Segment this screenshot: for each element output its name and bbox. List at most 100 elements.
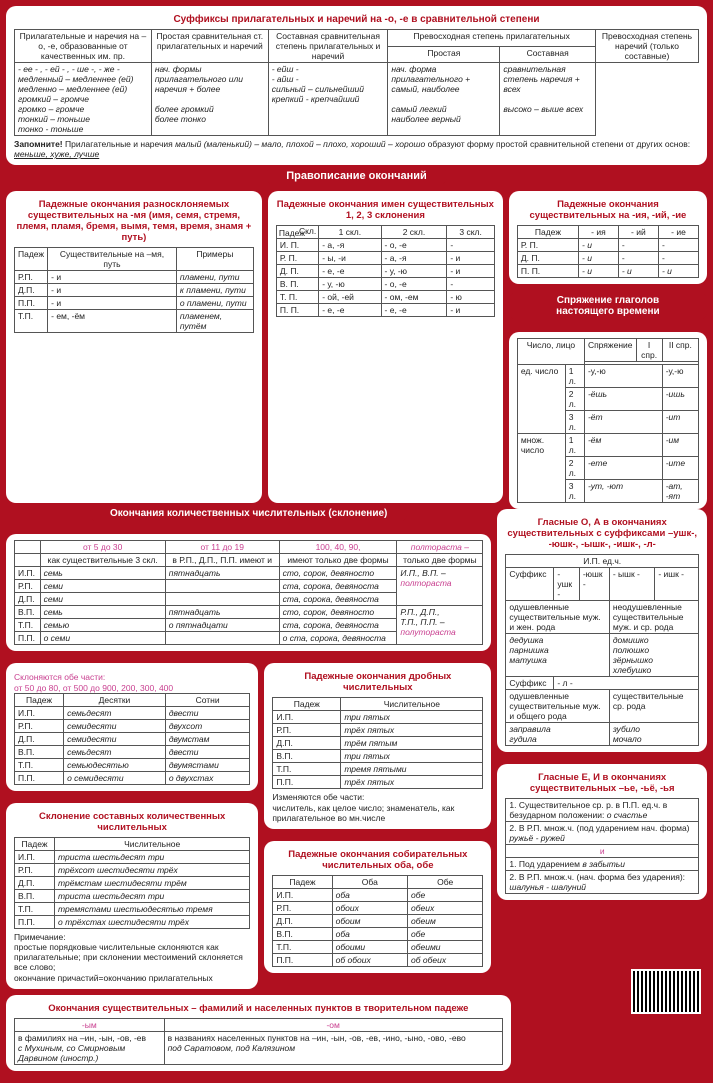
- sp: 2. В Р.П. множ.ч. (нач. форма без ударен…: [509, 872, 685, 882]
- table-num2: ПадежДесяткиСотни И.П.семьдесятдвести Р.…: [14, 693, 250, 785]
- td: семью: [40, 619, 165, 632]
- td: Т.П.: [15, 619, 41, 632]
- td: Т. П.: [276, 291, 318, 304]
- td: [165, 580, 279, 593]
- td: - ом, -ем: [381, 291, 447, 304]
- td: о семидесяти: [64, 771, 166, 784]
- sp: Дарвином (иностр.): [18, 1053, 98, 1063]
- td: Д. П.: [517, 252, 578, 265]
- th: II спр.: [662, 339, 698, 362]
- td: П.П.: [273, 953, 332, 966]
- td: П. П.: [517, 265, 578, 278]
- td: семи: [40, 580, 165, 593]
- td: трёхсот шестидесяти трёх: [55, 863, 250, 876]
- td: - и: [48, 297, 177, 310]
- panel-vei: Гласные Е, И в окончаниях существительны…: [497, 764, 707, 900]
- td: семидесяти: [64, 732, 166, 745]
- th: Сотни: [165, 693, 249, 706]
- td: И.П.: [273, 711, 341, 724]
- td: - е, -е: [319, 304, 381, 317]
- cell: - ейш - - айш - сильный – сильнейший кре…: [268, 63, 388, 136]
- td: трёмстам шестидесяти трём: [55, 876, 250, 889]
- th: -ом: [164, 1018, 502, 1031]
- td: -ёшь: [584, 388, 662, 411]
- sp: в названиях населенных пунктов на –ин, -…: [168, 1033, 466, 1043]
- td: триста шестьдесят три: [55, 850, 250, 863]
- td: -им: [662, 434, 698, 457]
- td: двести: [165, 745, 249, 758]
- td: Т.П.: [15, 758, 64, 771]
- sp: с Мухиным, со Смирновым: [18, 1043, 125, 1053]
- sp: в фамилиях на –ин, -ын, -ов, -ев: [18, 1033, 146, 1043]
- td: - и: [48, 284, 177, 297]
- td: пятнадцать: [165, 567, 279, 580]
- title: Падежные окончания собирательных числите…: [272, 849, 483, 871]
- th: и: [506, 845, 699, 858]
- td: семьдесят: [64, 745, 166, 758]
- td: - у, -ю: [319, 278, 381, 291]
- ribbon-num: Окончания количественных числительных (с…: [90, 505, 407, 522]
- td: П.П.: [273, 776, 341, 789]
- sp: 2. В Р.П. множ.ч. (под ударением нач. фо…: [509, 823, 689, 833]
- panel-fam: Окончания существительных – фамилий и на…: [6, 995, 511, 1071]
- th: 100, 40, 90,: [279, 541, 397, 554]
- td: Т.П.: [273, 763, 341, 776]
- td: обоих: [332, 901, 407, 914]
- th: полтораста –: [397, 541, 483, 554]
- td: -ите: [662, 457, 698, 480]
- td: обеих: [408, 901, 483, 914]
- td: о ста, сорока, девяноста: [279, 632, 397, 645]
- td: [165, 593, 279, 606]
- td: -ишь: [662, 388, 698, 411]
- td: - а, -я: [381, 252, 447, 265]
- th: Числительное: [341, 698, 483, 711]
- td: - о, -е: [381, 239, 447, 252]
- td: 2 л.: [565, 457, 584, 480]
- td: П. П.: [276, 304, 318, 317]
- td: -ете: [584, 457, 662, 480]
- td: П.П.: [15, 632, 41, 645]
- th: имеют только две формы: [279, 554, 397, 567]
- td: трём пятым: [341, 737, 483, 750]
- td: - а, -я: [319, 239, 381, 252]
- td: триста шестьдесят три: [55, 889, 250, 902]
- td: -: [658, 239, 698, 252]
- td: -ёт: [584, 411, 662, 434]
- td: - ю: [447, 291, 495, 304]
- td: 1 л.: [565, 434, 584, 457]
- th: Падеж: [273, 875, 332, 888]
- td: оба: [332, 927, 407, 940]
- td: Д.П.: [15, 732, 64, 745]
- td: Р.П.: [15, 271, 48, 284]
- td: семьдесят: [64, 706, 166, 719]
- td: одушевленные существительные муж. и обще…: [506, 690, 609, 723]
- td: заправила гудила: [506, 723, 609, 746]
- td: о пламени, пути: [176, 297, 253, 310]
- td: - ышк -: [609, 568, 654, 601]
- td: Р.П.: [15, 719, 64, 732]
- ribbon-conj: Спряжение глаголов настоящего времени: [509, 292, 707, 320]
- td: Т.П.: [273, 940, 332, 953]
- panel-sob: Падежные окончания собирательных числите…: [264, 841, 491, 973]
- td: ед. число: [517, 365, 565, 434]
- td: Суффикс: [506, 677, 554, 690]
- panel-mya: Падежные окончания разносклоняемых сущес…: [6, 191, 262, 503]
- col-super-adj: Превосходная степень прилагательных: [388, 30, 596, 47]
- title-comparative: Суффиксы прилагательных и наречий на -о,…: [14, 14, 699, 25]
- td: обеими: [408, 940, 483, 953]
- th: Падеж: [15, 248, 48, 271]
- td: И.П.: [15, 850, 55, 863]
- panel-num1: от 5 до 30от 11 до 19100, 40, 90,полтора…: [6, 534, 491, 651]
- td: обоими: [332, 940, 407, 953]
- th: - ие: [658, 226, 698, 239]
- td: семидесяти: [64, 719, 166, 732]
- td: к пламени, пути: [176, 284, 253, 297]
- td: Р. П.: [276, 252, 318, 265]
- th: в Р.П., Д.П., П.П. имеют и: [165, 554, 279, 567]
- th: Спряжение: [584, 339, 636, 362]
- sp: о счастье: [607, 810, 648, 820]
- th: Существительные на –мя, путь: [48, 248, 177, 271]
- table-vei: 1. Существительное ср. р. в П.П. ед.ч. в…: [505, 798, 699, 894]
- intro: Склоняются обе части: от 50 до 80, от 50…: [14, 672, 250, 692]
- td: о двухстах: [165, 771, 249, 784]
